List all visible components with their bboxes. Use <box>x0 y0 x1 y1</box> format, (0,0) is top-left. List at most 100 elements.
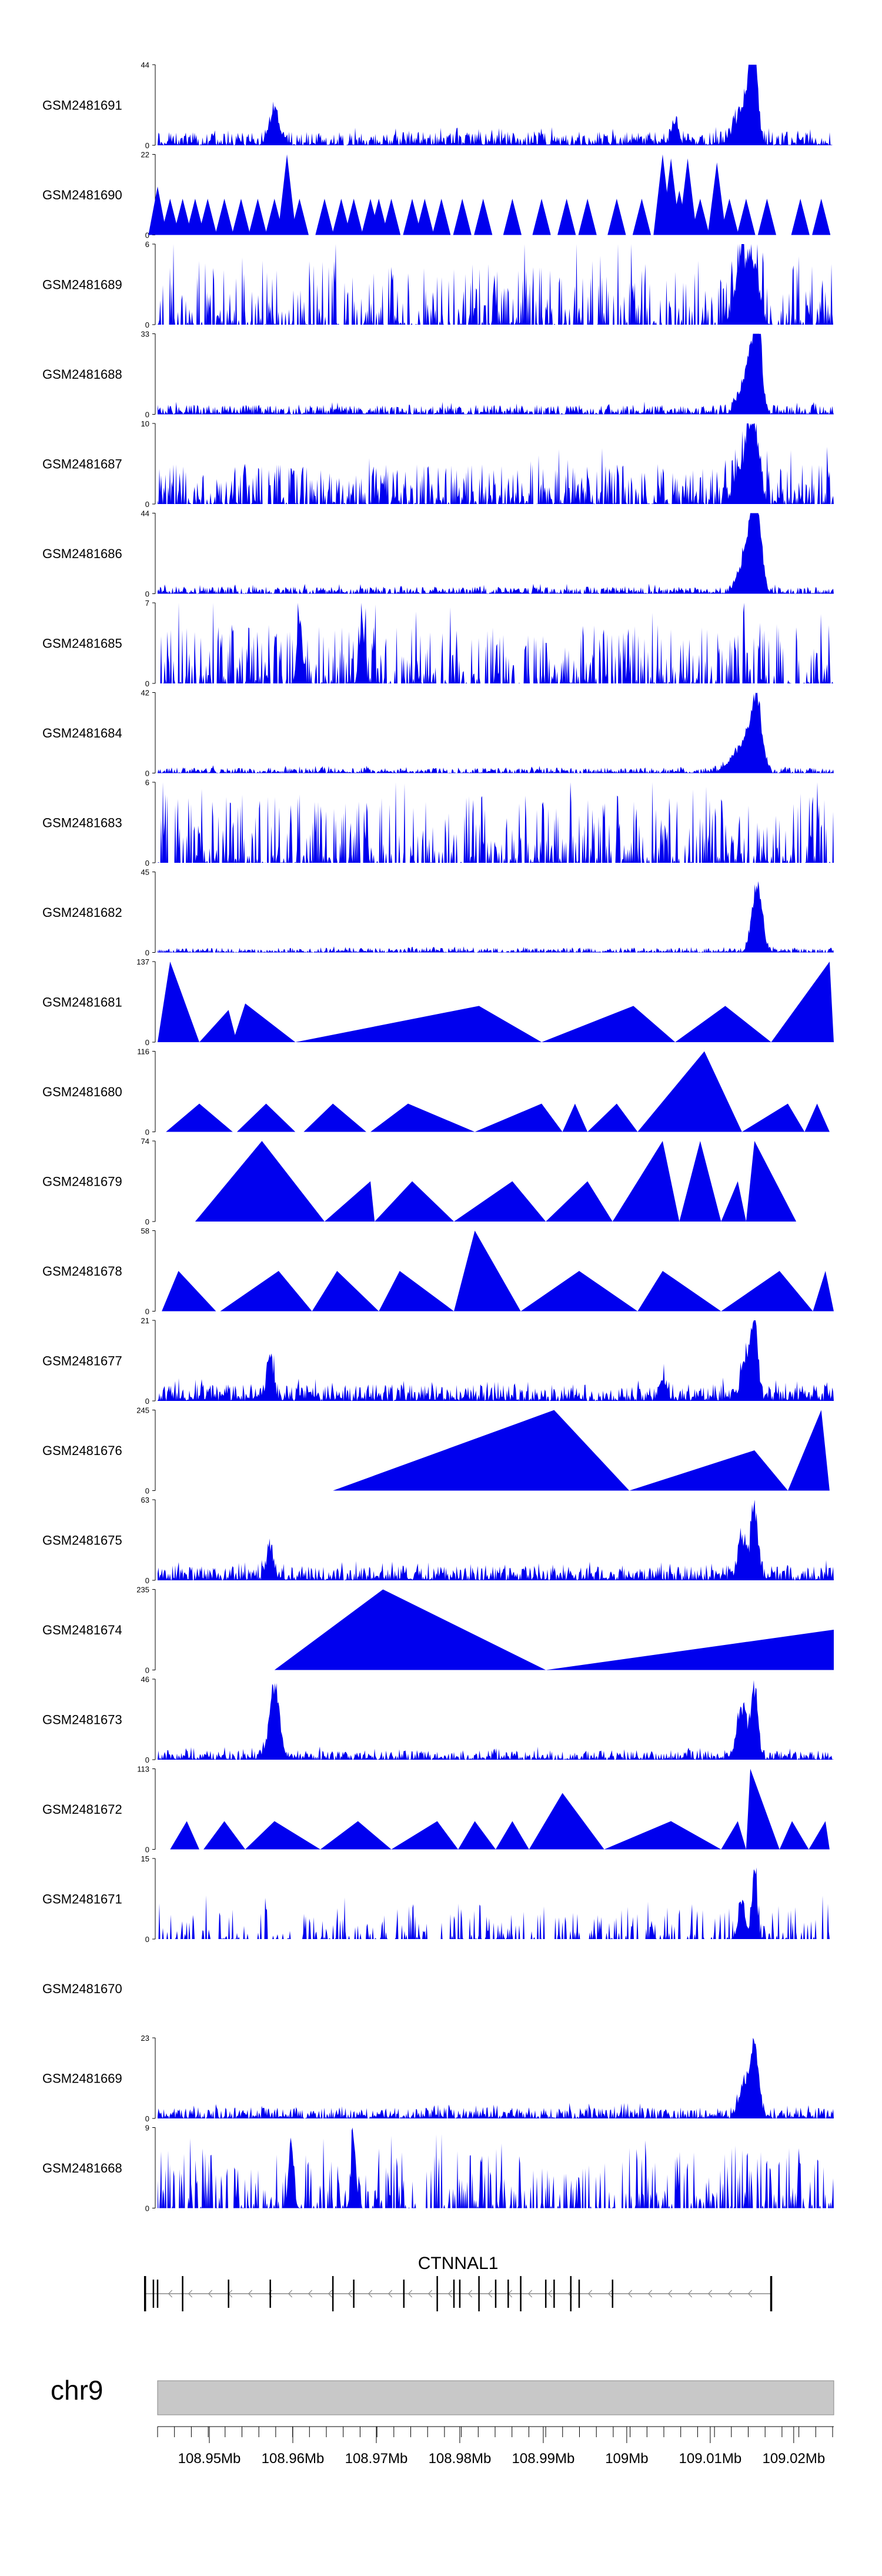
y-zero-label: 0 <box>145 141 149 150</box>
signal-peak <box>746 1769 780 1850</box>
signal-peak <box>203 1821 246 1850</box>
strand-arrow <box>607 2290 613 2298</box>
signal-peak <box>454 1181 546 1222</box>
strand-arrow <box>427 2290 433 2298</box>
signal-peak <box>562 1103 588 1132</box>
signal-peak <box>520 1271 638 1312</box>
signal-peak <box>382 198 401 235</box>
strand-arrow <box>368 2290 373 2298</box>
strand-arrow <box>208 2290 213 2298</box>
y-max-label: 21 <box>141 1316 149 1325</box>
signal-peak <box>804 1103 830 1132</box>
signal-peak <box>707 162 726 235</box>
gene-track: CTNNAL1 <box>143 2254 773 2311</box>
x-tick-label: 108.97Mb <box>345 2451 408 2467</box>
y-max-label: 63 <box>141 1496 149 1504</box>
strand-arrow <box>288 2290 293 2298</box>
exon-mark <box>553 2280 555 2308</box>
signal-peak <box>721 1271 813 1312</box>
y-zero-label: 0 <box>145 679 149 688</box>
track-label: GSM2481680 <box>42 1085 122 1099</box>
chromosome-ideogram: chr9 <box>51 2375 834 2415</box>
track-label: GSM2481674 <box>42 1623 122 1637</box>
y-max-label: 116 <box>137 1047 149 1056</box>
signal-area <box>158 513 834 594</box>
exon-mark <box>578 2280 580 2308</box>
signal-peak <box>546 1630 834 1670</box>
exon-mark <box>478 2276 480 2311</box>
y-max-label: 58 <box>141 1227 149 1236</box>
y-zero-label: 0 <box>145 1217 149 1226</box>
signal-peak <box>453 198 472 235</box>
y-zero-label: 0 <box>145 1576 149 1585</box>
signal-area <box>158 881 834 953</box>
signal-peak <box>166 1103 233 1132</box>
exon-mark <box>495 2280 497 2308</box>
signal-peak <box>791 198 810 235</box>
track-label: GSM2481676 <box>42 1443 122 1458</box>
signal-peak <box>532 198 551 235</box>
signal-peak <box>503 198 522 235</box>
signal-peak <box>720 198 739 235</box>
x-tick-label: 109.01Mb <box>679 2451 742 2467</box>
exon-mark <box>507 2280 509 2308</box>
signal-peak <box>632 198 652 235</box>
track-GSM2481674: GSM2481674 235 0 <box>42 1586 834 1675</box>
x-tick-label: 108.98Mb <box>429 2451 492 2467</box>
y-max-label: 7 <box>145 599 149 608</box>
exon-mark <box>570 2276 572 2311</box>
y-zero-label: 0 <box>145 1935 149 1944</box>
exon-mark <box>182 2276 183 2311</box>
strand-arrow <box>667 2290 673 2298</box>
track-label: GSM2481687 <box>42 457 122 472</box>
signal-peak <box>679 1141 721 1222</box>
track-GSM2481668: GSM2481668 9 0 <box>42 2124 834 2213</box>
track-label: GSM2481678 <box>42 1264 122 1279</box>
signal-peak <box>379 1271 455 1312</box>
signal-peak <box>691 198 710 235</box>
track-GSM2481672: GSM2481672 113 0 <box>42 1765 830 1854</box>
chromosome-band <box>157 2380 834 2415</box>
y-max-label: 9 <box>145 2124 149 2133</box>
y-max-label: 6 <box>145 778 149 787</box>
signal-area <box>158 1320 834 1401</box>
strand-arrow <box>727 2290 733 2298</box>
track-GSM2481688: GSM2481688 33 0 <box>42 330 834 419</box>
signal-peak <box>529 1793 604 1850</box>
track-label: GSM2481690 <box>42 188 122 202</box>
signal-peak <box>162 1271 216 1312</box>
track-label: GSM2481677 <box>42 1354 122 1369</box>
y-zero-label: 0 <box>145 1128 149 1137</box>
y-max-label: 6 <box>145 240 149 249</box>
strand-arrow <box>188 2290 193 2298</box>
track-GSM2481673: GSM2481673 46 0 <box>42 1675 834 1764</box>
signal-peak <box>587 1103 638 1132</box>
track-label: GSM2481675 <box>42 1533 122 1548</box>
strand-arrow <box>707 2290 713 2298</box>
track-label: GSM2481669 <box>42 2071 122 2086</box>
y-zero-label: 0 <box>145 1846 149 1854</box>
track-GSM2481683: GSM2481683 6 0 <box>42 778 834 867</box>
genome-axis: 108.95Mb 108.96Mb 108.97Mb 108.98Mb 108.99Mb… <box>157 2426 834 2467</box>
signal-peak <box>290 198 309 235</box>
signal-peak <box>332 198 350 235</box>
signal-area <box>158 2038 834 2118</box>
signal-peak <box>274 1589 546 1670</box>
y-zero-label: 0 <box>145 2114 149 2123</box>
signal-peak <box>432 198 451 235</box>
strand-arrow <box>168 2290 173 2298</box>
signal-peak <box>370 1103 475 1132</box>
y-zero-label: 0 <box>145 1666 149 1675</box>
signal-peak <box>403 198 422 235</box>
signal-peak <box>474 198 493 235</box>
signal-peak <box>542 1006 676 1042</box>
signal-peak <box>295 1006 542 1042</box>
x-tick-label: 108.96Mb <box>262 2451 325 2467</box>
y-max-label: 46 <box>141 1675 149 1684</box>
signal-peak <box>375 1181 455 1222</box>
signal-peak <box>496 1821 529 1850</box>
signal-area <box>158 1867 834 1939</box>
strand-arrow <box>348 2290 353 2298</box>
signal-area <box>158 692 834 773</box>
exon-mark <box>520 2276 522 2311</box>
